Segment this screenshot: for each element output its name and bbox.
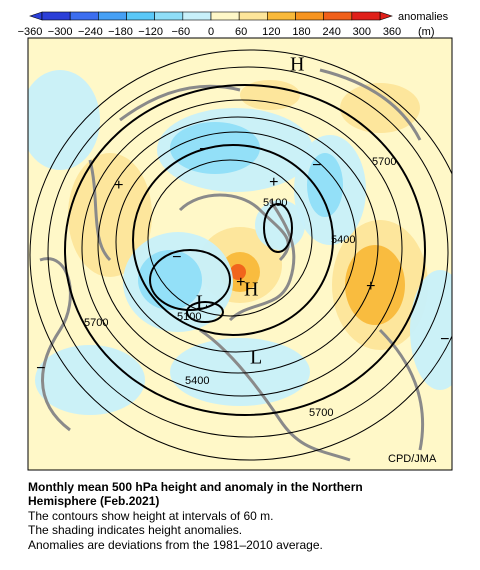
height-contour	[47, 66, 449, 438]
low-center: L	[196, 292, 208, 314]
colorbar-arrow	[379, 11, 393, 21]
height-contour	[263, 203, 293, 253]
contour-label: 5400	[185, 375, 209, 387]
colorbar-tick-label: 180	[292, 26, 310, 38]
height-contour	[97, 116, 379, 374]
caption-line: The contours show height at intervals of…	[28, 509, 273, 523]
contour-label: 5700	[84, 317, 108, 329]
anomaly-shading	[138, 250, 202, 310]
height-contour	[29, 49, 452, 461]
colorbar-tick-label: −300	[48, 26, 73, 38]
map-labels: 5700 5100 5400 5700 5100 5400 5700 H H L…	[36, 54, 450, 465]
anomaly-shading	[240, 80, 300, 110]
negative-sign: −	[312, 157, 322, 175]
height-contour	[186, 301, 224, 323]
low-center: L	[250, 347, 262, 369]
coastline	[319, 68, 422, 141]
colorbar-tick-label: 360	[383, 26, 401, 38]
anomaly-shading	[170, 122, 260, 174]
colorbar-swatch	[98, 11, 127, 21]
anomaly-shading	[230, 264, 246, 280]
colorbar-swatch	[154, 11, 184, 21]
colorbar-tick-label: −240	[78, 26, 103, 38]
coastline	[39, 257, 72, 432]
positive-sign: +	[269, 174, 279, 192]
positive-sign: +	[366, 278, 376, 296]
colorbar-arrow	[29, 11, 43, 21]
colorbar-swatch	[267, 11, 296, 21]
colorbar-unit: (m)	[418, 26, 435, 38]
contour-label: 5400	[331, 234, 355, 246]
colorbar-tick-label: 300	[353, 26, 371, 38]
positive-sign: +	[114, 177, 124, 195]
anomaly-shading	[68, 153, 152, 277]
colorbar-swatch	[126, 11, 155, 21]
colorbar-swatch	[351, 11, 381, 21]
caption-title: Hemisphere (Feb.2021)	[28, 494, 159, 508]
contour-label: 5700	[309, 407, 333, 419]
caption-line: The shading indicates height anomalies.	[28, 523, 242, 537]
height-contour	[115, 131, 357, 353]
colorbar-tick-label: −120	[138, 26, 163, 38]
negative-sign: −	[199, 141, 209, 159]
height-contour	[64, 84, 426, 416]
coastline	[228, 199, 296, 322]
anomaly-shading	[28, 70, 100, 170]
colorbar-tick-label: −180	[108, 26, 133, 38]
anomaly-shading	[35, 345, 145, 415]
coastline	[199, 328, 351, 462]
map	[28, 49, 452, 462]
colorbar-tick-label: −60	[171, 26, 190, 38]
colorbar-tick-label: 60	[235, 26, 247, 38]
colorbar-swatch	[210, 11, 240, 21]
anomaly-shading	[340, 83, 420, 133]
coastline	[378, 328, 425, 451]
colorbar-label: anomalies	[398, 11, 449, 23]
height-contour	[149, 249, 231, 311]
coastline	[88, 159, 112, 262]
colorbar-swatch	[41, 11, 71, 21]
colorbar-swatch	[182, 11, 212, 21]
negative-sign: −	[172, 249, 182, 267]
height-contour	[81, 99, 403, 397]
colorbar-swatch	[69, 11, 99, 21]
map-frame	[27, 37, 453, 471]
colorbar: −360 −300 −240 −180 −120 −60 0 60 120 180 240 300 36…	[18, 11, 401, 38]
colorbar-swatch	[295, 11, 324, 21]
height-contour	[147, 159, 313, 317]
contour-label: 5100	[263, 197, 287, 209]
coastline	[119, 84, 241, 122]
contour-label: 5100	[177, 311, 201, 323]
colorbar-tick-label: −360	[18, 26, 43, 38]
colorbar-swatch	[323, 11, 353, 21]
anomaly-shading	[307, 153, 343, 217]
colorbar-swatch	[238, 11, 268, 21]
negative-sign: −	[440, 331, 450, 349]
anomaly-shading	[410, 270, 452, 390]
caption-line: Anomalies are deviations from the 1981–2…	[28, 538, 323, 552]
credit: CPD/JMA	[388, 453, 437, 465]
high-center: H	[290, 54, 304, 76]
colorbar-tick-label: 240	[322, 26, 340, 38]
colorbar-tick-label: 120	[262, 26, 280, 38]
contour-label: 5700	[372, 156, 396, 168]
anomaly-shading	[170, 338, 310, 406]
negative-sign: −	[36, 360, 46, 378]
height-contour	[132, 144, 334, 336]
colorbar-tick-label: 0	[208, 26, 214, 38]
positive-sign: +	[236, 274, 246, 292]
caption-title: Monthly mean 500 hPa height and anomaly …	[28, 480, 363, 494]
high-center: H	[244, 279, 258, 301]
